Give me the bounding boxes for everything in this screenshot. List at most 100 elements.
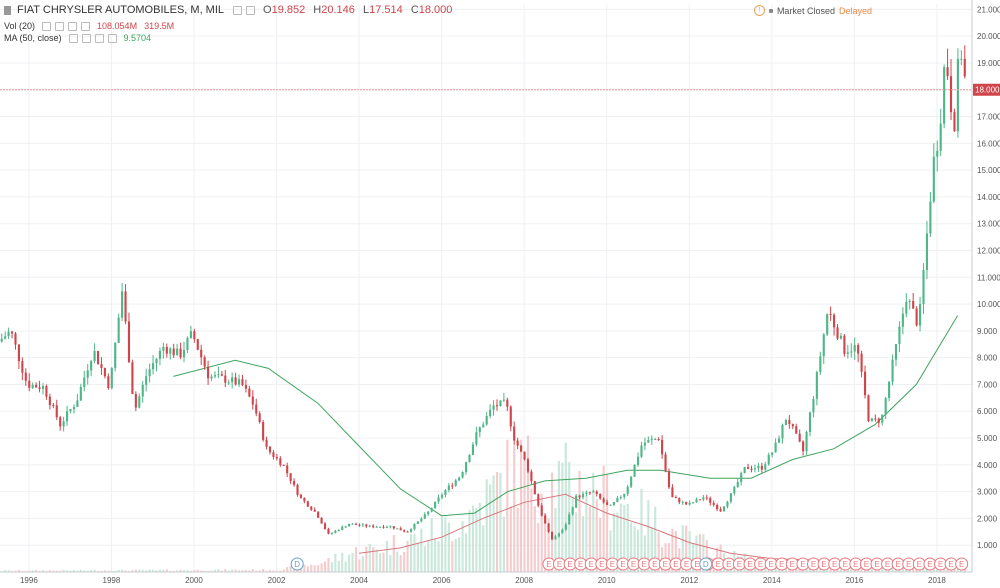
candle-body [888, 381, 891, 399]
candle-body [468, 454, 471, 463]
earnings-marker [955, 557, 969, 571]
volume-bar [554, 508, 557, 572]
collapse-icon[interactable] [4, 5, 11, 15]
candle-body [489, 409, 492, 416]
y-tick-label: 21.000 [977, 5, 1000, 14]
volume-bar [382, 552, 385, 572]
candle-body [870, 418, 873, 422]
volume-bar [354, 547, 358, 572]
candle-body [826, 313, 829, 335]
candle-body [836, 327, 839, 339]
eye-icon[interactable] [68, 33, 78, 43]
candle-body [255, 404, 258, 414]
eye-icon[interactable] [42, 21, 52, 31]
candle-body [409, 529, 413, 532]
more-icon[interactable] [81, 21, 91, 31]
candle-body [674, 497, 677, 499]
candle-body [389, 526, 392, 528]
volume-bar [76, 570, 79, 572]
y-tick-label: 10.000 [977, 300, 1000, 309]
volume-bar [365, 546, 368, 572]
earnings-marker-label: E [567, 560, 572, 569]
candle-body [313, 509, 316, 512]
x-tick-label: 2016 [845, 576, 863, 585]
settings-icon[interactable] [81, 33, 91, 43]
volume-bar [643, 535, 646, 572]
volume-bar [303, 564, 306, 572]
ma-line [173, 315, 959, 517]
candle-body [169, 348, 172, 354]
eye-icon[interactable] [233, 5, 243, 15]
candle-body [7, 331, 10, 337]
more-icon[interactable] [107, 33, 117, 43]
volume-bar [612, 512, 616, 572]
candle-body [750, 468, 753, 470]
settings-icon[interactable] [246, 5, 256, 15]
volume-bar [90, 570, 93, 572]
dividend-marker-label: D [703, 560, 709, 569]
candle-body [592, 491, 595, 493]
candle-body [423, 514, 426, 519]
volume-bar [540, 493, 543, 572]
event-markers[interactable]: EEEEEEEEEEEEEEEEEEEEEEEEEEEEEEEEEEEEEEEE… [290, 557, 969, 571]
candle-body [303, 497, 306, 502]
candle-body [781, 425, 784, 439]
candle-body [619, 497, 622, 499]
candle-body [767, 454, 770, 465]
close-icon[interactable] [68, 21, 78, 31]
volume-bar [327, 558, 330, 572]
settings-icon[interactable] [55, 21, 65, 31]
volume-bar [953, 569, 956, 572]
candle-body [323, 523, 327, 529]
candle-body [740, 473, 743, 483]
candle-body [121, 291, 124, 318]
volume-bar [0, 570, 3, 572]
candle-body [712, 502, 715, 505]
y-tick-label: 15.000 [977, 166, 1000, 175]
volume-bar [537, 523, 540, 572]
candle-body [35, 384, 38, 388]
ma-value: 9.5704 [123, 33, 152, 43]
volume-bar [516, 507, 519, 572]
volume-bar [210, 570, 213, 572]
candle-body [829, 313, 832, 315]
volume-bar [337, 560, 340, 572]
volume-bar [138, 569, 141, 572]
volume-bar [702, 534, 705, 572]
candle-body [28, 380, 31, 388]
candle-body [657, 439, 660, 441]
candle-body [162, 346, 165, 351]
candle-body [575, 495, 578, 508]
candle-body [671, 487, 674, 498]
volume-bar [403, 551, 406, 572]
close-icon[interactable] [94, 33, 104, 43]
earnings-marker-label: E [642, 560, 647, 569]
volume-legend-label: Vol (20) [4, 21, 36, 31]
candle-body [458, 477, 461, 481]
candle-body [544, 515, 547, 524]
candle-body [62, 421, 65, 427]
candle-body [45, 386, 48, 397]
volume-bar [372, 547, 375, 572]
candle-body [664, 454, 667, 472]
candle-body [953, 112, 956, 132]
volume-bar [86, 570, 89, 572]
candle-body [327, 528, 330, 534]
earnings-marker-label: E [694, 560, 699, 569]
volume-bar [588, 506, 591, 572]
candle-body [568, 514, 571, 525]
candle-body [537, 494, 540, 506]
earnings-marker-label: E [811, 560, 816, 569]
volume-bar [578, 471, 581, 572]
volume-bar [616, 512, 619, 572]
volume-bar [509, 506, 512, 572]
x-tick-label: 1998 [103, 576, 121, 585]
ma-legend-label: MA (50, close) [4, 33, 62, 43]
volume-bar [829, 568, 832, 572]
earnings-marker-label: E [620, 560, 625, 569]
volume-bars [0, 435, 966, 572]
candle-body [296, 484, 299, 495]
volume-bar [437, 541, 440, 572]
candle-body [213, 375, 217, 377]
